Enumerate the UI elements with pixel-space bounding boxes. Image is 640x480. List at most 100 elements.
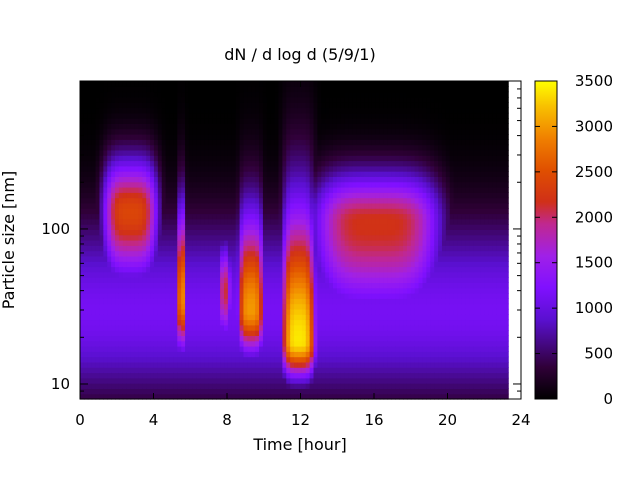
heatmap-cell [301,187,307,193]
heatmap-cell [371,96,377,103]
heatmap-cell [204,324,210,331]
heatmap-cell [146,86,151,93]
heatmap-cell [371,144,377,151]
heatmap-cell [278,181,283,188]
heatmap-cell [375,324,381,331]
heatmap-cell [80,202,85,209]
heatmap-cell [83,308,89,315]
heatmap-cell [309,293,315,299]
heatmap-cell [157,330,163,336]
heatmap-cell [375,229,381,236]
heatmap-cell [103,314,108,321]
heatmap-cell [368,293,373,299]
heatmap-cell [259,287,264,294]
heatmap-cell [130,383,136,389]
heatmap-cell [157,372,163,379]
heatmap-cell [364,192,369,199]
heatmap-cell [115,224,120,230]
heatmap-cell [126,91,132,98]
heatmap-cell [348,197,354,204]
heatmap-cell [321,229,326,236]
heatmap-cell [161,112,167,119]
heatmap-cell [83,393,89,400]
heatmap-cell [122,266,128,273]
heatmap-cell [224,308,229,315]
heatmap-cell [321,282,326,289]
heatmap-cell [216,165,221,172]
heatmap-cell [305,160,311,167]
heatmap-cell [91,128,97,135]
heatmap-cell [286,240,291,246]
heatmap-cell [126,330,132,336]
heatmap-cell [270,271,276,278]
heatmap-cell [266,287,272,294]
heatmap-cell [309,202,315,209]
heatmap-cell [111,367,116,374]
heatmap-cell [371,202,377,209]
heatmap-cell [375,197,381,204]
heatmap-cell [340,255,346,262]
heatmap-cell [216,255,221,262]
heatmap-cell [95,335,101,342]
heatmap-cell [336,308,342,315]
heatmap-cell [138,319,143,326]
heatmap-cell [224,383,229,389]
heatmap-cell [181,128,186,135]
heatmap-cell [130,298,136,305]
heatmap-cell [321,160,326,167]
heatmap-cell [399,81,404,87]
heatmap-cell [239,86,245,93]
heatmap-cell [325,165,330,172]
heatmap-cell [352,144,357,151]
heatmap-cell [80,319,85,326]
heatmap-cell [274,118,280,124]
heatmap-cell [216,330,221,336]
heatmap-cell [181,351,186,358]
heatmap-cell [224,91,229,98]
heatmap-cell [192,107,198,114]
heatmap-cell [220,208,225,215]
heatmap-cell [111,144,116,151]
heatmap-cell [192,134,198,140]
heatmap-cell [282,255,287,262]
heatmap-cell [231,107,237,114]
heatmap-cell [270,298,276,305]
heatmap-cell [204,208,210,215]
heatmap-cell [270,277,276,283]
heatmap-cell [161,287,167,294]
heatmap-cell [243,86,248,93]
heatmap-cell [305,255,311,262]
heatmap-cell [188,123,194,130]
heatmap-cell [130,192,136,199]
heatmap-cell [188,293,194,299]
heatmap-cell [165,149,171,156]
heatmap-cell [329,271,334,278]
heatmap-cell [309,224,315,230]
heatmap-cell [224,324,229,331]
heatmap-cell [274,340,280,347]
heatmap-cell [80,91,85,98]
heatmap-cell [216,298,221,305]
heatmap-cell [270,118,276,124]
heatmap-cell [399,139,404,146]
heatmap-cell [371,314,377,321]
heatmap-cell [95,245,101,252]
heatmap-cell [216,91,221,98]
heatmap-cell [294,165,299,172]
heatmap-cell [146,192,151,199]
heatmap-cell [157,134,163,140]
heatmap-cell [274,160,280,167]
heatmap-cell [301,266,307,273]
heatmap-cell [224,240,229,246]
heatmap-cell [259,388,264,395]
heatmap-cell [196,298,202,305]
heatmap-cell [80,250,85,257]
heatmap-cell [290,240,295,246]
heatmap-cell [192,118,198,124]
heatmap-cell [122,293,128,299]
heatmap-cell [344,171,350,177]
heatmap-cell [188,208,194,215]
heatmap-cell [387,298,392,305]
heatmap-cell [313,282,319,289]
heatmap-cell [364,356,369,363]
